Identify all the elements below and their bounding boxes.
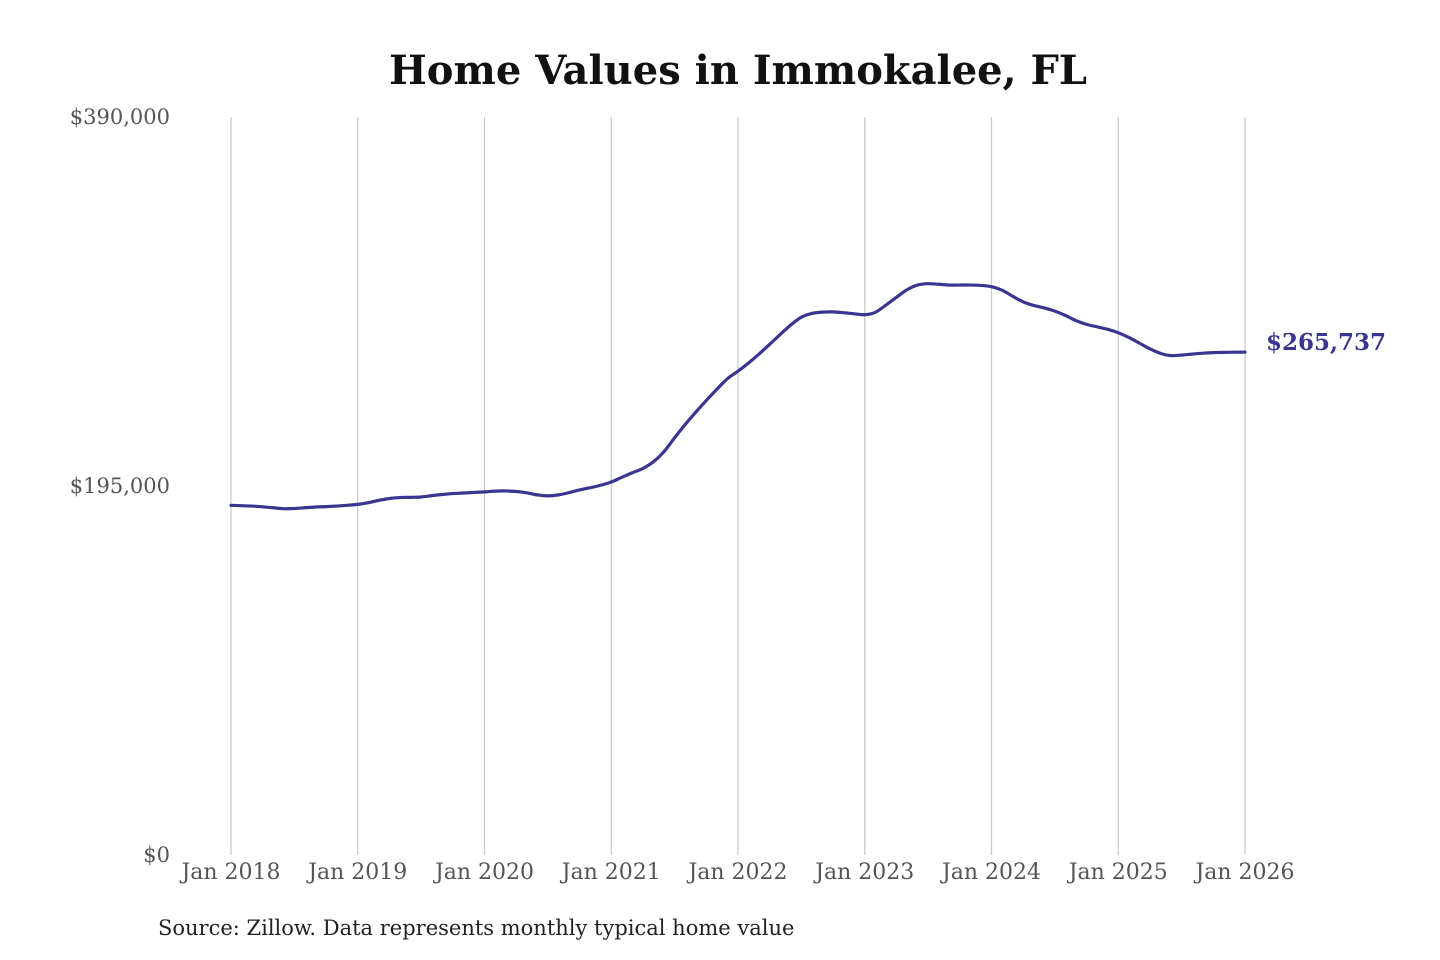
source-note: Source: Zillow. Data represents monthly … — [158, 916, 795, 940]
x-tick-label: Jan 2018 — [179, 860, 280, 885]
x-tick-label: Jan 2020 — [433, 860, 534, 885]
x-tick-label: Jan 2023 — [813, 860, 914, 885]
x-tick-label: Jan 2026 — [1193, 860, 1294, 885]
x-tick-label: Jan 2022 — [686, 860, 787, 885]
home-value-line — [229, 282, 1247, 511]
x-tick-label: Jan 2025 — [1067, 860, 1168, 885]
grid-lines — [230, 117, 1246, 855]
y-tick-label: $390,000 — [70, 105, 170, 129]
y-axis-ticks: $0 $195,000 $390,000 — [70, 105, 170, 867]
x-axis-ticks: Jan 2018 Jan 2019 Jan 2020 Jan 2021 Jan 2022… — [179, 860, 1294, 885]
chart-title: Home Values in Immokalee, FL — [389, 47, 1087, 94]
x-tick-label: Jan 2019 — [306, 860, 407, 885]
x-tick-label: Jan 2021 — [560, 860, 661, 885]
y-tick-label: $195,000 — [70, 474, 170, 498]
x-tick-label: Jan 2024 — [940, 860, 1041, 885]
y-tick-label: $0 — [143, 843, 170, 867]
latest-value-label: $265,737 — [1266, 329, 1386, 356]
